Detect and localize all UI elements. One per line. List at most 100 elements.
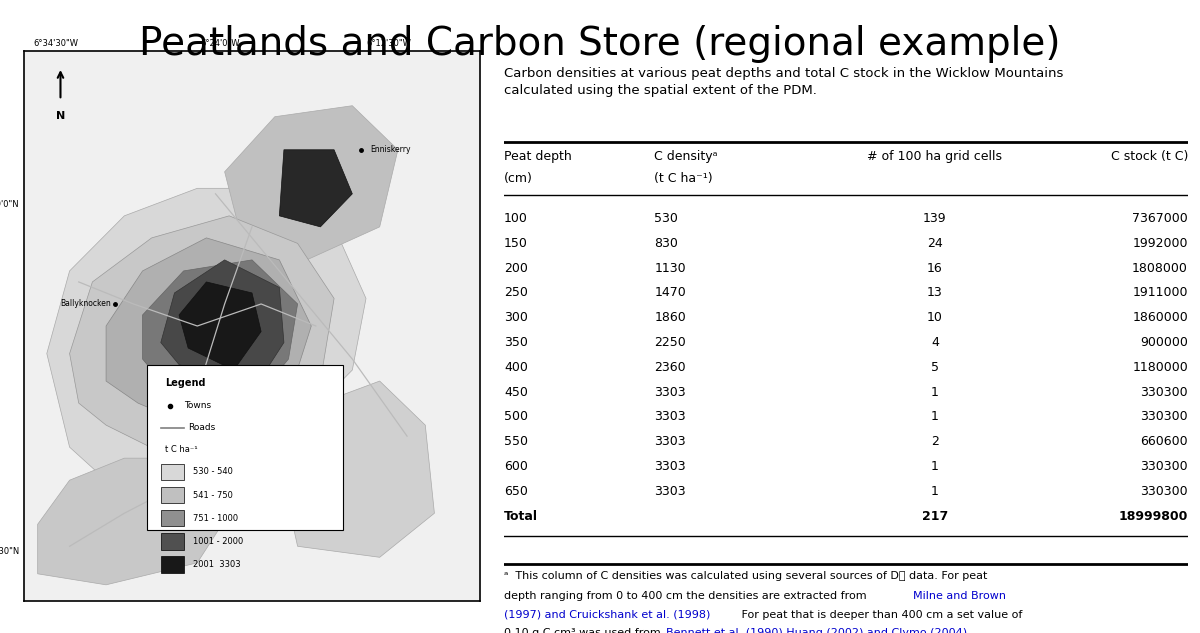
Bar <box>161 487 184 503</box>
Text: Legend: Legend <box>166 379 206 388</box>
Text: 330300: 330300 <box>1140 410 1188 423</box>
Polygon shape <box>47 189 366 480</box>
Text: 24: 24 <box>928 237 943 249</box>
Polygon shape <box>143 260 298 414</box>
Text: (t C ha⁻¹): (t C ha⁻¹) <box>654 172 713 185</box>
Text: 350: 350 <box>504 336 528 349</box>
Text: Laragh: Laragh <box>270 481 296 490</box>
Text: 52°58'30"N: 52°58'30"N <box>0 548 19 556</box>
Text: 900000: 900000 <box>1140 336 1188 349</box>
Text: 330300: 330300 <box>1140 385 1188 399</box>
Text: 330300: 330300 <box>1140 460 1188 473</box>
Text: 3303: 3303 <box>654 436 686 448</box>
Text: Bennett et al. (1990) Huang (2002) and Clymo (2004): Bennett et al. (1990) Huang (2002) and C… <box>666 629 967 633</box>
Text: Towns: Towns <box>184 401 211 410</box>
Text: Enniskerry: Enniskerry <box>371 145 412 154</box>
Text: 0.10 g C cm³ was used from: 0.10 g C cm³ was used from <box>504 629 665 633</box>
Text: 3303: 3303 <box>654 485 686 498</box>
Polygon shape <box>280 381 434 557</box>
Text: Peatlands and Carbon Store (regional example): Peatlands and Carbon Store (regional exa… <box>139 25 1061 63</box>
Text: Peat depth: Peat depth <box>504 150 571 163</box>
Text: Roads: Roads <box>188 423 216 432</box>
Text: 300: 300 <box>504 311 528 324</box>
Text: 10: 10 <box>926 311 943 324</box>
Text: 7367000: 7367000 <box>1133 212 1188 225</box>
Text: 500: 500 <box>504 410 528 423</box>
Text: 6°34'30"W: 6°34'30"W <box>34 39 78 48</box>
Text: 2001  3303: 2001 3303 <box>193 560 240 569</box>
Polygon shape <box>280 150 353 227</box>
FancyBboxPatch shape <box>148 365 343 530</box>
Text: 217: 217 <box>922 510 948 523</box>
Text: 1808000: 1808000 <box>1132 261 1188 275</box>
Text: 1470: 1470 <box>654 286 686 299</box>
Text: 13: 13 <box>928 286 943 299</box>
Text: Roundwood: Roundwood <box>288 399 334 408</box>
Text: 550: 550 <box>504 436 528 448</box>
Text: C stock (t C): C stock (t C) <box>1111 150 1188 163</box>
Text: 1860: 1860 <box>654 311 686 324</box>
Polygon shape <box>224 106 398 260</box>
Text: 6°24'0"W: 6°24'0"W <box>200 39 240 48</box>
Text: 1: 1 <box>931 485 938 498</box>
Text: 3303: 3303 <box>654 385 686 399</box>
Text: 100: 100 <box>504 212 528 225</box>
Text: (cm): (cm) <box>504 172 533 185</box>
Text: depth ranging from 0 to 400 cm the densities are extracted from: depth ranging from 0 to 400 cm the densi… <box>504 591 870 601</box>
Text: 830: 830 <box>654 237 678 249</box>
Text: 4: 4 <box>931 336 938 349</box>
Text: 330300: 330300 <box>1140 485 1188 498</box>
Text: 530: 530 <box>654 212 678 225</box>
Bar <box>161 510 184 527</box>
Text: 6°12'30"W: 6°12'30"W <box>366 39 412 48</box>
Text: 250: 250 <box>504 286 528 299</box>
Text: 450: 450 <box>504 385 528 399</box>
Bar <box>161 533 184 549</box>
Text: 2250: 2250 <box>654 336 686 349</box>
Text: 53°9'0"N: 53°9'0"N <box>0 200 19 210</box>
Text: (1997) and Cruickshank et al. (1998): (1997) and Cruickshank et al. (1998) <box>504 610 710 620</box>
Text: 530 - 540: 530 - 540 <box>193 467 233 477</box>
Text: Total: Total <box>504 510 538 523</box>
Text: 139: 139 <box>923 212 947 225</box>
Text: 1911000: 1911000 <box>1133 286 1188 299</box>
Text: 18999800: 18999800 <box>1118 510 1188 523</box>
Text: 1: 1 <box>931 410 938 423</box>
Polygon shape <box>161 260 284 392</box>
Text: 150: 150 <box>504 237 528 249</box>
Text: 3303: 3303 <box>654 410 686 423</box>
Polygon shape <box>179 282 262 370</box>
Text: 1180000: 1180000 <box>1133 361 1188 374</box>
Text: Carbon densities at various peat depths and total C stock in the Wicklow Mountai: Carbon densities at various peat depths … <box>504 67 1063 97</box>
Text: 16: 16 <box>928 261 943 275</box>
Bar <box>161 463 184 480</box>
Text: t C ha⁻¹: t C ha⁻¹ <box>166 446 198 454</box>
Polygon shape <box>106 238 311 436</box>
Text: 650: 650 <box>504 485 528 498</box>
Text: Ballyknocken: Ballyknocken <box>60 299 112 308</box>
Text: 1860000: 1860000 <box>1133 311 1188 324</box>
Polygon shape <box>37 458 229 585</box>
Text: 1001 - 2000: 1001 - 2000 <box>193 537 242 546</box>
Text: 600: 600 <box>504 460 528 473</box>
Text: N: N <box>56 111 65 121</box>
Text: Milne and Brown: Milne and Brown <box>913 591 1006 601</box>
Bar <box>161 556 184 573</box>
Text: 1130: 1130 <box>654 261 686 275</box>
Text: 660600: 660600 <box>1140 436 1188 448</box>
Polygon shape <box>70 216 334 463</box>
Polygon shape <box>24 51 480 601</box>
Text: C densityᵃ: C densityᵃ <box>654 150 718 163</box>
Text: 3303: 3303 <box>654 460 686 473</box>
Text: ᵃ  This column of C densities was calculated using several sources of D၂ data. F: ᵃ This column of C densities was calcula… <box>504 571 988 581</box>
Text: 2: 2 <box>931 436 938 448</box>
Text: 5: 5 <box>931 361 938 374</box>
Text: 2360: 2360 <box>654 361 686 374</box>
Text: 541 - 750: 541 - 750 <box>193 491 233 499</box>
Text: 1992000: 1992000 <box>1133 237 1188 249</box>
Text: # of 100 ha grid cells: # of 100 ha grid cells <box>868 150 1002 163</box>
Text: 1: 1 <box>931 385 938 399</box>
Text: 200: 200 <box>504 261 528 275</box>
Text: 1: 1 <box>931 460 938 473</box>
Text: 751 - 1000: 751 - 1000 <box>193 514 238 523</box>
